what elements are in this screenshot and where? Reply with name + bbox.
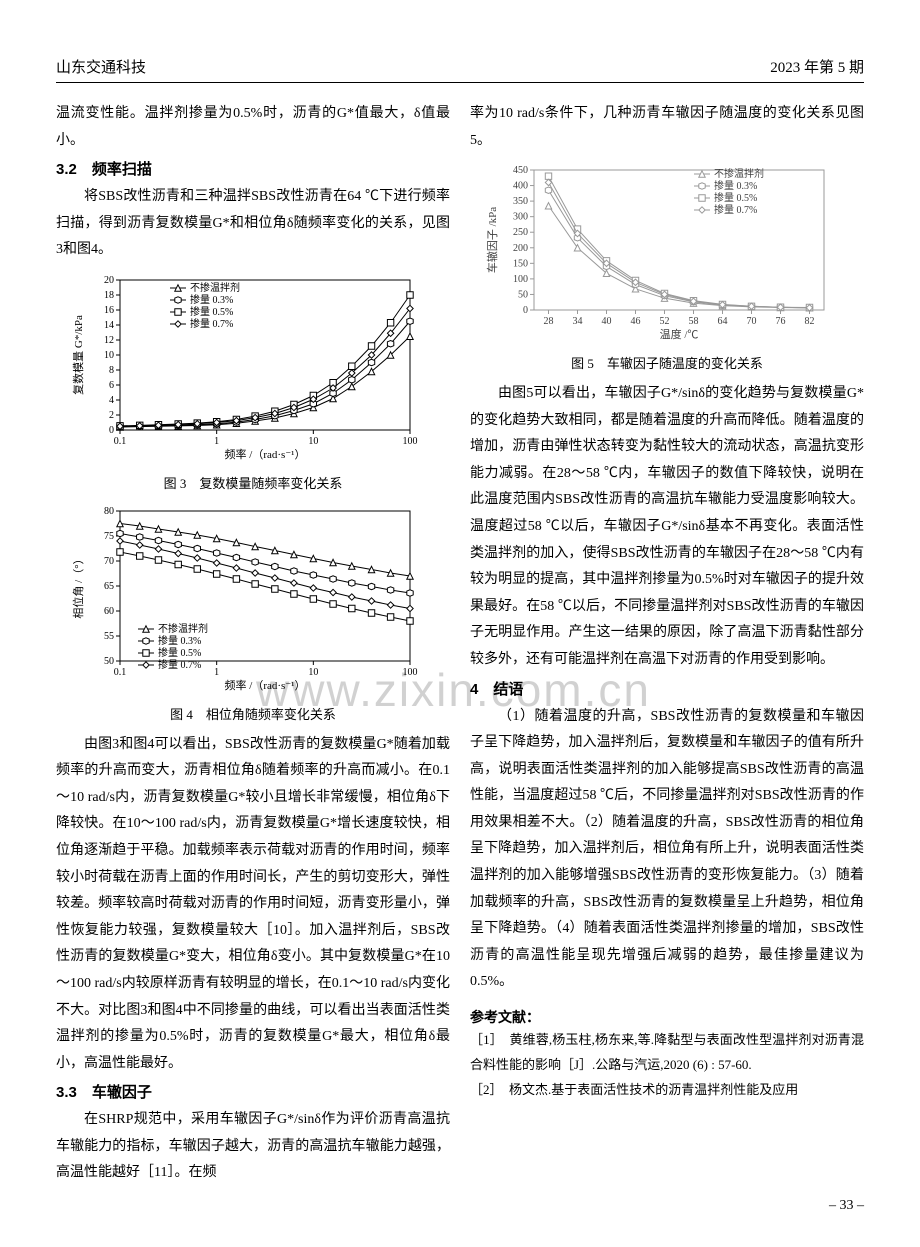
svg-text:掺量 0.7%: 掺量 0.7% xyxy=(158,658,201,671)
chart-fig3: 0 2 4 6 8 10 12 14 16 18 20 0.1 1 10 100 频率 /（rad·s⁻¹） 复… xyxy=(56,270,450,470)
svg-text:0.1: 0.1 xyxy=(114,436,127,447)
chart-fig4: 50 55 60 65 70 75 80 0.1 1 10 100 频率 /（rad·s⁻¹） 相位角 … xyxy=(56,501,450,701)
svg-text:16: 16 xyxy=(104,305,114,316)
figure-5: 0 50 100 150 200 250 300 350 400 450 28 34 40 46 52 58 6… xyxy=(470,160,864,350)
svg-text:14: 14 xyxy=(104,320,114,331)
svg-text:1: 1 xyxy=(214,667,219,678)
svg-text:掺量 0.3%: 掺量 0.3% xyxy=(190,293,233,306)
svg-text:70: 70 xyxy=(747,316,757,327)
svg-text:100: 100 xyxy=(403,667,418,678)
svg-text:相位角 /（°）: 相位角 /（°） xyxy=(71,553,85,618)
svg-text:复数模量 G*/kPa: 复数模量 G*/kPa xyxy=(71,315,85,395)
svg-text:0: 0 xyxy=(109,425,114,436)
svg-text:掺量 0.5%: 掺量 0.5% xyxy=(714,191,757,204)
para-freq-intro: 将SBS改性沥青和三种温拌SBS改性沥青在64 ℃下进行频率扫描，得到沥青复数模… xyxy=(56,184,450,264)
svg-text:65: 65 xyxy=(104,581,114,592)
svg-text:频率 /（rad·s⁻¹）: 频率 /（rad·s⁻¹） xyxy=(225,447,306,461)
para-fig34-desc: 由图3和图4可以看出，SBS改性沥青的复数模量G*随着加载频率的升高而变大，沥青… xyxy=(56,732,450,1078)
svg-text:掺量 0.7%: 掺量 0.7% xyxy=(714,203,757,216)
svg-text:100: 100 xyxy=(513,274,528,285)
para-fig5-desc: 由图5可以看出，车辙因子G*/sinδ的变化趋势与复数模量G*的变化趋势大致相同… xyxy=(470,381,864,674)
svg-text:80: 80 xyxy=(104,506,114,517)
chart-fig5: 0 50 100 150 200 250 300 350 400 450 28 34 40 46 52 58 6… xyxy=(470,160,864,350)
svg-text:28: 28 xyxy=(544,316,554,327)
svg-text:掺量 0.5%: 掺量 0.5% xyxy=(158,646,201,659)
svg-text:400: 400 xyxy=(513,181,528,192)
svg-text:52: 52 xyxy=(660,316,670,327)
heading-4: 4 结语 xyxy=(470,678,864,702)
svg-text:12: 12 xyxy=(104,335,114,346)
svg-text:20: 20 xyxy=(104,275,114,286)
svg-text:200: 200 xyxy=(513,243,528,254)
svg-text:掺量 0.3%: 掺量 0.3% xyxy=(158,634,201,647)
references-heading: 参考文献： xyxy=(470,1006,864,1028)
svg-text:频率 /（rad·s⁻¹）: 频率 /（rad·s⁻¹） xyxy=(225,678,306,692)
svg-text:40: 40 xyxy=(602,316,612,327)
svg-text:350: 350 xyxy=(513,196,528,207)
runhead-left: 山东交通科技 xyxy=(56,56,146,80)
svg-text:2: 2 xyxy=(109,410,114,421)
svg-text:掺量 0.7%: 掺量 0.7% xyxy=(190,317,233,330)
svg-text:8: 8 xyxy=(109,365,114,376)
svg-text:不掺温拌剂: 不掺温拌剂 xyxy=(190,281,240,294)
svg-text:50: 50 xyxy=(518,290,528,301)
page-number: – 33 – xyxy=(56,1195,864,1217)
svg-text:10: 10 xyxy=(104,350,114,361)
caption-fig4: 图 4 相位角随频率变化关系 xyxy=(56,705,450,726)
reference-2: ［2］ 杨文杰.基于表面活性技术的沥青温拌剂性能及应用 xyxy=(470,1078,864,1103)
svg-text:250: 250 xyxy=(513,227,528,238)
svg-text:75: 75 xyxy=(104,531,114,542)
caption-fig3: 图 3 复数模量随频率变化关系 xyxy=(56,474,450,495)
svg-text:10: 10 xyxy=(308,667,318,678)
svg-text:不掺温拌剂: 不掺温拌剂 xyxy=(158,622,208,635)
svg-text:6: 6 xyxy=(109,380,114,391)
svg-text:60: 60 xyxy=(104,606,114,617)
para-top-cont: 温流变性能。温拌剂掺量为0.5%时，沥青的G*值最大，δ值最小。 xyxy=(56,101,450,154)
svg-text:掺量 0.5%: 掺量 0.5% xyxy=(190,305,233,318)
svg-text:1: 1 xyxy=(214,436,219,447)
svg-text:18: 18 xyxy=(104,290,114,301)
para-conclusion: （1）随着温度的升高，SBS改性沥青的复数模量和车辙因子呈下降趋势，加入温拌剂后… xyxy=(470,704,864,997)
svg-text:100: 100 xyxy=(403,436,418,447)
svg-text:76: 76 xyxy=(776,316,786,327)
svg-text:58: 58 xyxy=(689,316,699,327)
svg-text:450: 450 xyxy=(513,165,528,176)
runhead-right: 2023 年第 5 期 xyxy=(770,56,864,80)
svg-text:55: 55 xyxy=(104,631,114,642)
svg-text:4: 4 xyxy=(109,395,114,406)
para-rut-intro: 在SHRP规范中，采用车辙因子G*/sinδ作为评价沥青高温抗车辙能力的指标，车… xyxy=(56,1107,450,1187)
svg-text:300: 300 xyxy=(513,212,528,223)
svg-text:10: 10 xyxy=(308,436,318,447)
svg-text:150: 150 xyxy=(513,259,528,270)
svg-text:温度 /℃: 温度 /℃ xyxy=(660,327,699,341)
svg-text:64: 64 xyxy=(718,316,728,327)
reference-1: ［1］ 黄维蓉,杨玉柱,杨东来,等.降黏型与表面改性型温拌剂对沥青混合料性能的影… xyxy=(470,1028,864,1077)
svg-text:车辙因子 /kPa: 车辙因子 /kPa xyxy=(485,207,499,273)
svg-text:不掺温拌剂: 不掺温拌剂 xyxy=(714,167,764,180)
svg-text:掺量 0.3%: 掺量 0.3% xyxy=(714,179,757,192)
figure-3: 0 2 4 6 8 10 12 14 16 18 20 0.1 1 10 100 频率 /（rad·s⁻¹） 复… xyxy=(56,270,450,470)
figure-4: 50 55 60 65 70 75 80 0.1 1 10 100 频率 /（rad·s⁻¹） 相位角 … xyxy=(56,501,450,701)
caption-fig5: 图 5 车辙因子随温度的变化关系 xyxy=(470,354,864,375)
heading-3-3: 3.3 车辙因子 xyxy=(56,1081,450,1105)
svg-text:0.1: 0.1 xyxy=(114,667,127,678)
svg-text:0: 0 xyxy=(523,305,528,316)
heading-3-2: 3.2 频率扫描 xyxy=(56,158,450,182)
svg-text:34: 34 xyxy=(573,316,583,327)
svg-text:70: 70 xyxy=(104,556,114,567)
svg-text:46: 46 xyxy=(631,316,641,327)
para-rut-cont: 率为10 rad/s条件下，几种沥青车辙因子随温度的变化关系见图5。 xyxy=(470,101,864,154)
svg-text:82: 82 xyxy=(805,316,815,327)
svg-text:50: 50 xyxy=(104,656,114,667)
